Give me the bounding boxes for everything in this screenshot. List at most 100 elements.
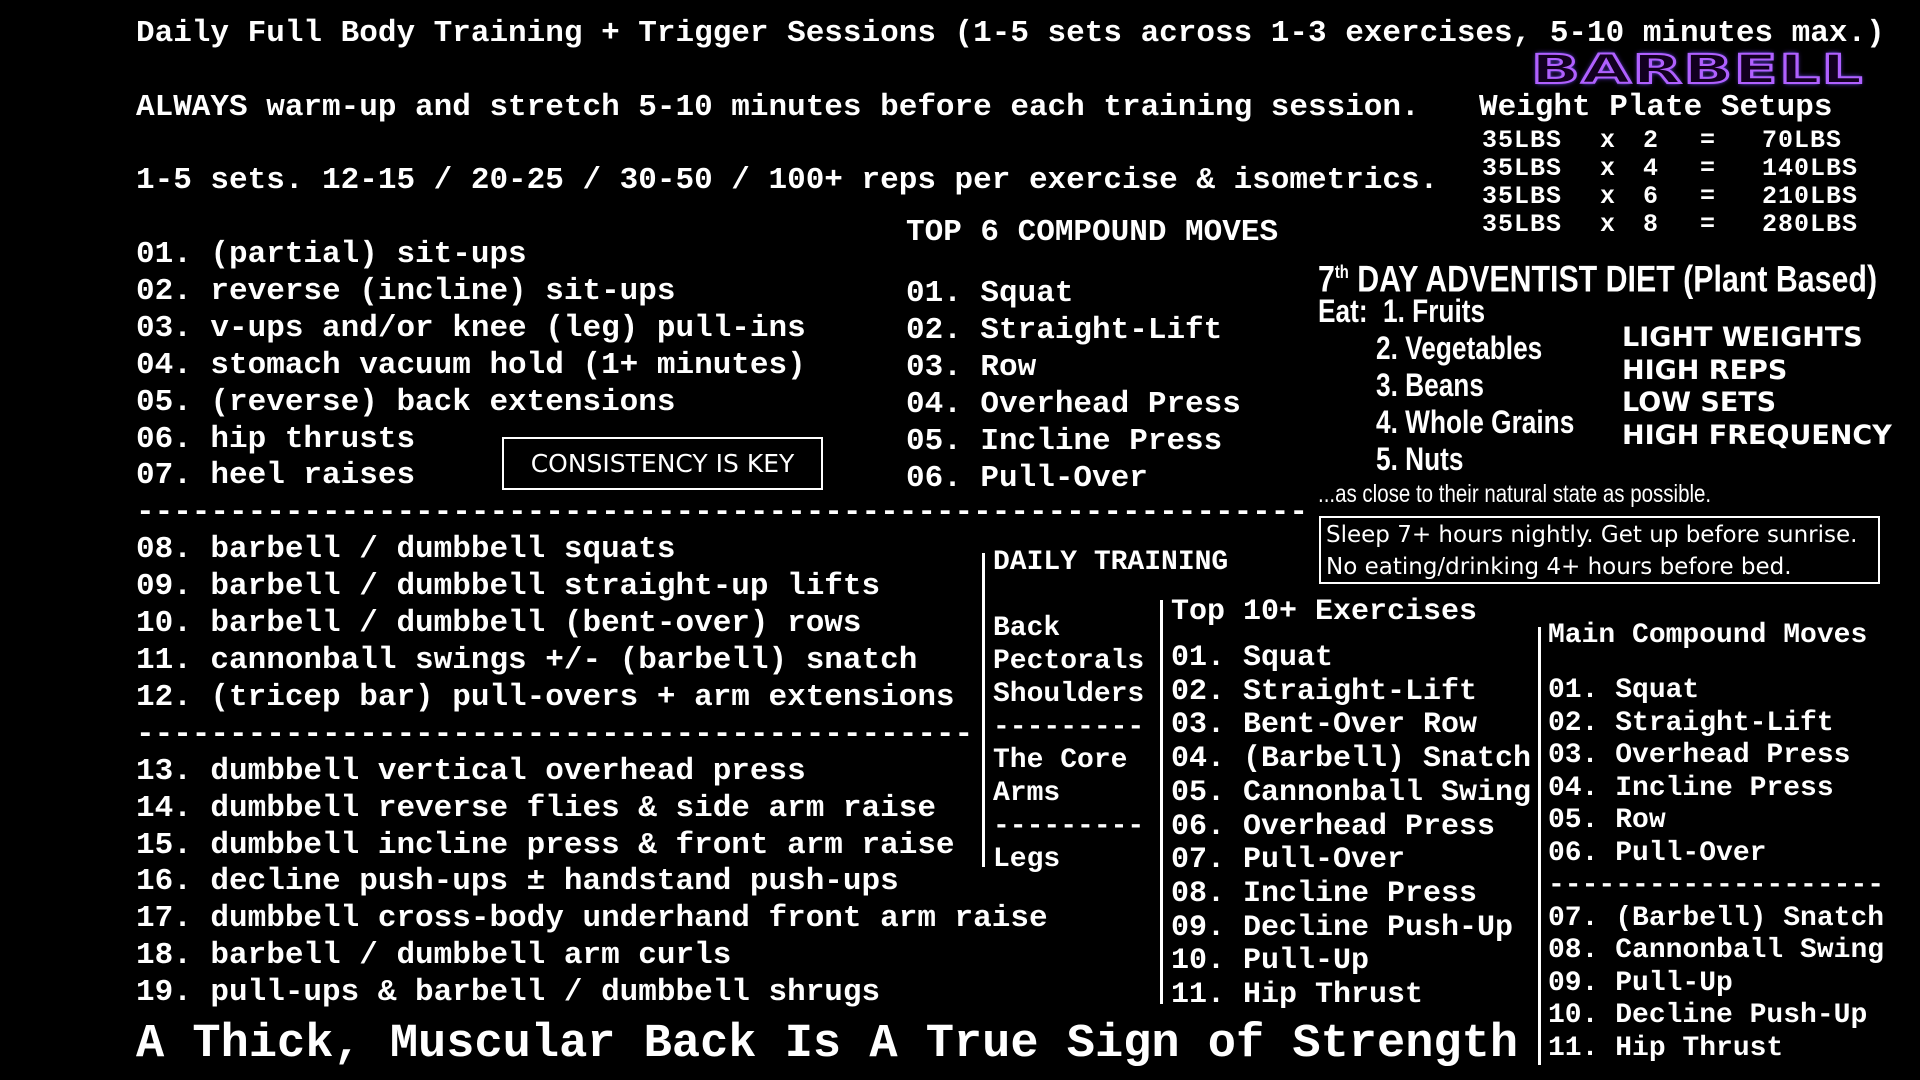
plate-eq: = <box>1700 154 1717 183</box>
top6-item: 06. Pull-Over <box>906 460 1148 496</box>
principle-item: LIGHT WEIGHTS <box>1622 322 1863 353</box>
main-compound-item: 01. Squat <box>1548 675 1700 706</box>
exercise-list: 01. (partial) sit-ups 02. reverse (inclin… <box>136 237 1308 1012</box>
exercise-item: 18. barbell / dumbbell arm curls <box>136 938 732 974</box>
exercise-item: 11. cannonball swings +/- (barbell) snat… <box>136 642 918 678</box>
diet-title-sup: th <box>1334 262 1349 282</box>
main-compound-item: 06. Pull-Over <box>1548 837 1767 869</box>
consistency-label: CONSISTENCY IS KEY <box>530 449 795 478</box>
muscle-group-item: Back <box>993 613 1061 644</box>
top6-title: TOP 6 COMPOUND MOVES <box>906 215 1279 250</box>
plate-x: x <box>1600 210 1617 239</box>
muscle-group-item: Shoulders <box>993 679 1145 710</box>
plate-eq: = <box>1700 182 1717 211</box>
dashed-divider: --------- <box>993 811 1145 842</box>
plate-weight: 35LBS <box>1482 182 1563 211</box>
daily-training-divider <box>982 553 985 867</box>
muscle-group-item: Pectorals <box>993 646 1145 677</box>
plate-weight: 35LBS <box>1482 154 1563 183</box>
top10-item: 06. Overhead Press <box>1171 809 1496 844</box>
diet-title-rest: DAY ADVENTIST DIET (Plant Based) <box>1348 258 1878 300</box>
top6-list: 01. Squat 02. Straight-Lift 03. Row 04. Ove… <box>906 276 1241 497</box>
main-compound-item: 04. Incline Press <box>1548 772 1834 804</box>
main-compound-item: 11. Hip Thrust <box>1548 1032 1784 1064</box>
dashed-divider: -------------------- <box>1548 870 1885 901</box>
top6-item: 04. Overhead Press <box>906 386 1241 422</box>
footer-slogan: A Thick, Muscular Back Is A True Sign of… <box>136 1018 1519 1071</box>
top6-item: 05. Incline Press <box>906 423 1223 459</box>
main-compound-item: 10. Decline Push-Up <box>1548 1000 1868 1031</box>
main-compound-item: 02. Straight-Lift <box>1548 707 1834 739</box>
exercise-item: 04. stomach vacuum hold (1+ minutes) <box>136 347 806 383</box>
exercise-item: 07. heel raises <box>136 458 416 494</box>
sleep-text: Sleep 7+ hours nightly. Get up before su… <box>1321 518 1878 583</box>
top6-item: 02. Straight-Lift <box>906 312 1223 348</box>
diet-title-num: 7 <box>1318 258 1335 300</box>
main-compound-item: 08. Cannonball Swing <box>1548 935 1885 966</box>
top10-item: 10. Pull-Up <box>1171 944 1370 979</box>
dashed-divider: --------- <box>993 712 1145 743</box>
plate-eq: = <box>1700 126 1717 155</box>
exercise-item: 10. barbell / dumbbell (bent-over) rows <box>136 606 862 642</box>
main-compound-title: Main Compound Moves <box>1548 620 1868 651</box>
plate-eq: = <box>1700 210 1717 239</box>
exercise-item: 16. decline push-ups ± handstand push-up… <box>136 864 899 900</box>
diet-item: 2. Vegetables <box>1376 330 1543 366</box>
main-compound-divider <box>1538 627 1541 1065</box>
top10-list: 01. Squat 02. Straight-Lift 03. Bent-Over … <box>1171 641 1531 1013</box>
dashed-divider: ----------------------------------------… <box>136 716 974 752</box>
plate-count: 8 <box>1643 210 1660 239</box>
exercise-item: 01. (partial) sit-ups <box>136 237 527 272</box>
exercise-item: 03. v-ups and/or knee (leg) pull-ins <box>136 310 806 346</box>
exercise-item: 05. (reverse) back extensions <box>136 384 676 420</box>
plate-x: x <box>1600 126 1617 155</box>
top10-item: 02. Straight-Lift <box>1171 674 1478 709</box>
exercise-item: 17. dumbbell cross-body underhand front … <box>136 901 1048 937</box>
exercise-item: 06. hip thrusts <box>136 421 416 457</box>
sleep-box: Sleep 7+ hours nightly. Get up before su… <box>1319 516 1880 584</box>
exercise-item: 08. barbell / dumbbell squats <box>136 532 676 568</box>
plate-count: 4 <box>1643 154 1660 183</box>
exercise-item: 15. dumbbell incline press & front arm r… <box>136 827 955 863</box>
muscle-group-item: Arms <box>993 778 1061 809</box>
top10-item: 01. Squat <box>1171 641 1334 675</box>
main-compound-item: 07. (Barbell) Snatch <box>1548 902 1885 934</box>
plate-total: 140LBS <box>1762 154 1859 183</box>
muscle-group-item: The Core <box>993 745 1128 776</box>
barbell-logo: BARBELL <box>1529 47 1864 93</box>
exercise-item: 14. dumbbell reverse flies & side arm ra… <box>136 790 936 826</box>
eat-label: Eat: <box>1318 293 1368 329</box>
page-title: Daily Full Body Training + Trigger Sessi… <box>136 16 1885 51</box>
dashed-divider: ----------------------------------------… <box>136 495 1308 531</box>
top10-item: 11. Hip Thrust <box>1171 978 1424 1013</box>
exercise-item: 02. reverse (incline) sit-ups <box>136 273 676 309</box>
plate-x: x <box>1600 154 1617 183</box>
diet-note: ...as close to their natural state as po… <box>1318 480 1712 508</box>
top6-item: 03. Row <box>906 349 1037 385</box>
main-compound-item: 03. Overhead Press <box>1548 740 1851 771</box>
plate-x: x <box>1600 182 1617 211</box>
plate-weight: 35LBS <box>1482 210 1563 239</box>
exercise-item: 12. (tricep bar) pull-overs + arm extens… <box>136 679 955 715</box>
top10-divider <box>1160 600 1163 1004</box>
principle-item: HIGH REPS <box>1622 354 1788 386</box>
exercise-item: 13. dumbbell vertical overhead press <box>136 753 806 789</box>
top6-item: 01. Squat <box>906 276 1074 311</box>
top10-item: 03. Bent-Over Row <box>1171 708 1478 743</box>
diet-item: 4. Whole Grains <box>1376 404 1575 440</box>
main-compound-list: 01. Squat 02. Straight-Lift 03. Overhead P… <box>1548 675 1884 1065</box>
main-compound-item: 09. Pull-Up <box>1548 967 1733 999</box>
plates-title: Weight Plate Setups <box>1479 90 1833 125</box>
daily-training-title: DAILY TRAINING <box>993 547 1229 578</box>
diet-item: 3. Beans <box>1376 367 1484 403</box>
sets-note: 1-5 sets. 12-15 / 20-25 / 30-50 / 100+ r… <box>136 163 1439 198</box>
top10-title: Top 10+ Exercises <box>1171 595 1478 629</box>
plate-total: 280LBS <box>1762 210 1859 239</box>
exercise-item: 09. barbell / dumbbell straight-up lifts <box>136 569 881 605</box>
plate-count: 2 <box>1643 126 1660 155</box>
top10-item: 08. Incline Press <box>1171 876 1478 911</box>
exercise-item: 19. pull-ups & barbell / dumbbell shrugs <box>136 975 881 1011</box>
diet-item: 1. Fruits <box>1383 293 1486 329</box>
main-compound-item: 05. Row <box>1548 805 1666 836</box>
sleep-line: Sleep 7+ hours nightly. Get up before su… <box>1326 522 1858 548</box>
